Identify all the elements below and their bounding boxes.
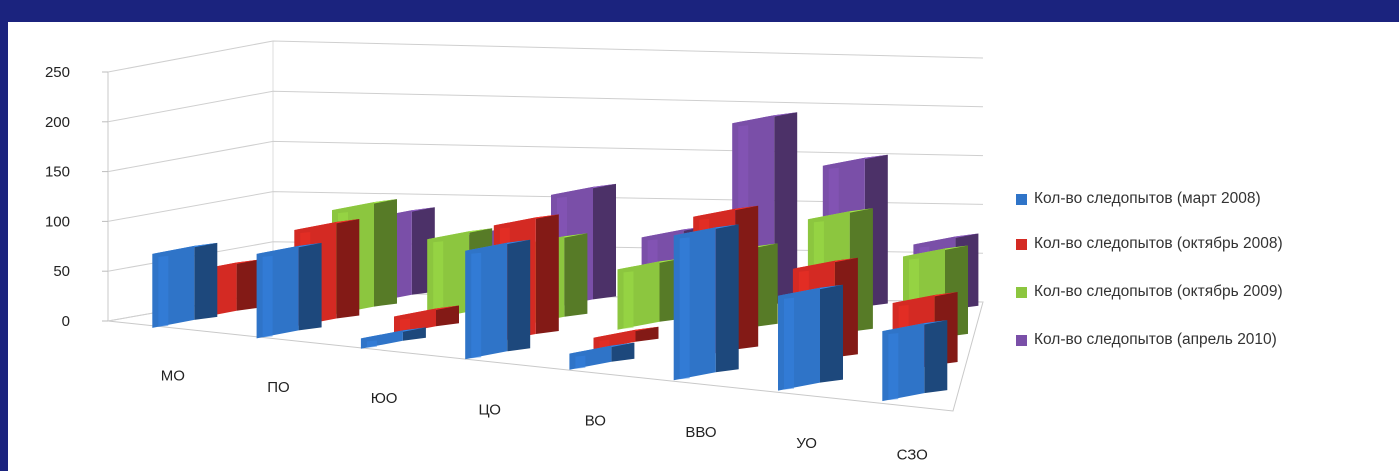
gridline (107, 90, 984, 123)
legend-label: Кол-во следопытов (март 2008) (1034, 190, 1261, 207)
x-category-label: ЦО (478, 401, 500, 418)
chart-bars (152, 112, 979, 402)
bar (569, 342, 635, 370)
x-category-label: СЗО (897, 446, 928, 463)
x-category-label: ВО (585, 413, 606, 430)
legend-item-oct-2009: Кол-во следопытов (октябрь 2009) (1016, 279, 1399, 305)
y-tick-label: 250 (45, 64, 70, 81)
legend-swatch (1016, 193, 1027, 205)
bar (465, 239, 531, 360)
chart-panel: 0 50 100 150 200 250 МО ПО ЮО ЦО ВО ВВО УО СЗО Кол-в… (8, 22, 1399, 471)
legend-swatch (1016, 334, 1027, 346)
x-category-label: ВВО (685, 424, 716, 441)
legend-item-oct-2008: Кол-во следопытов (октябрь 2008) (1016, 231, 1399, 257)
chart-3d-column: 0 50 100 150 200 250 МО ПО ЮО ЦО ВО ВВО УО СЗО (45, 40, 984, 464)
y-tick-label: 100 (45, 213, 70, 230)
legend-item-apr-2010: Кол-во следопытов (апрель 2010) (1016, 327, 1399, 353)
legend-swatch (1016, 286, 1027, 298)
x-axis-categories: МО ПО ЮО ЦО ВО ВВО УО СЗО (161, 368, 928, 464)
y-tick-label: 150 (45, 164, 70, 181)
y-axis-ticks: 0 50 100 150 200 250 (45, 64, 108, 330)
x-category-label: УО (796, 435, 817, 452)
bar (778, 284, 843, 391)
chart-legend: Кол-во следопытов (март 2008) Кол-во сле… (1016, 186, 1399, 375)
legend-label: Кол-во следопытов (апрель 2010) (1034, 331, 1277, 348)
y-tick-label: 200 (45, 114, 70, 131)
legend-label: Кол-во следопытов (октябрь 2008) (1034, 235, 1283, 252)
x-category-label: ПО (267, 379, 289, 396)
bar (617, 258, 683, 330)
bar (394, 305, 459, 335)
bar (360, 327, 426, 349)
bar (882, 320, 948, 402)
legend-swatch (1016, 238, 1027, 250)
y-tick-label: 0 (62, 313, 70, 330)
bar (256, 242, 322, 339)
bar (673, 224, 739, 381)
gridline (107, 40, 984, 73)
x-category-label: МО (161, 368, 185, 385)
legend-item-mar-2008: Кол-во следопытов (март 2008) (1016, 186, 1399, 212)
y-tick-label: 50 (53, 263, 70, 280)
x-category-label: ЮО (371, 390, 398, 407)
legend-label: Кол-во следопытов (октябрь 2009) (1034, 283, 1283, 300)
bar (593, 326, 659, 350)
bar (152, 242, 218, 328)
